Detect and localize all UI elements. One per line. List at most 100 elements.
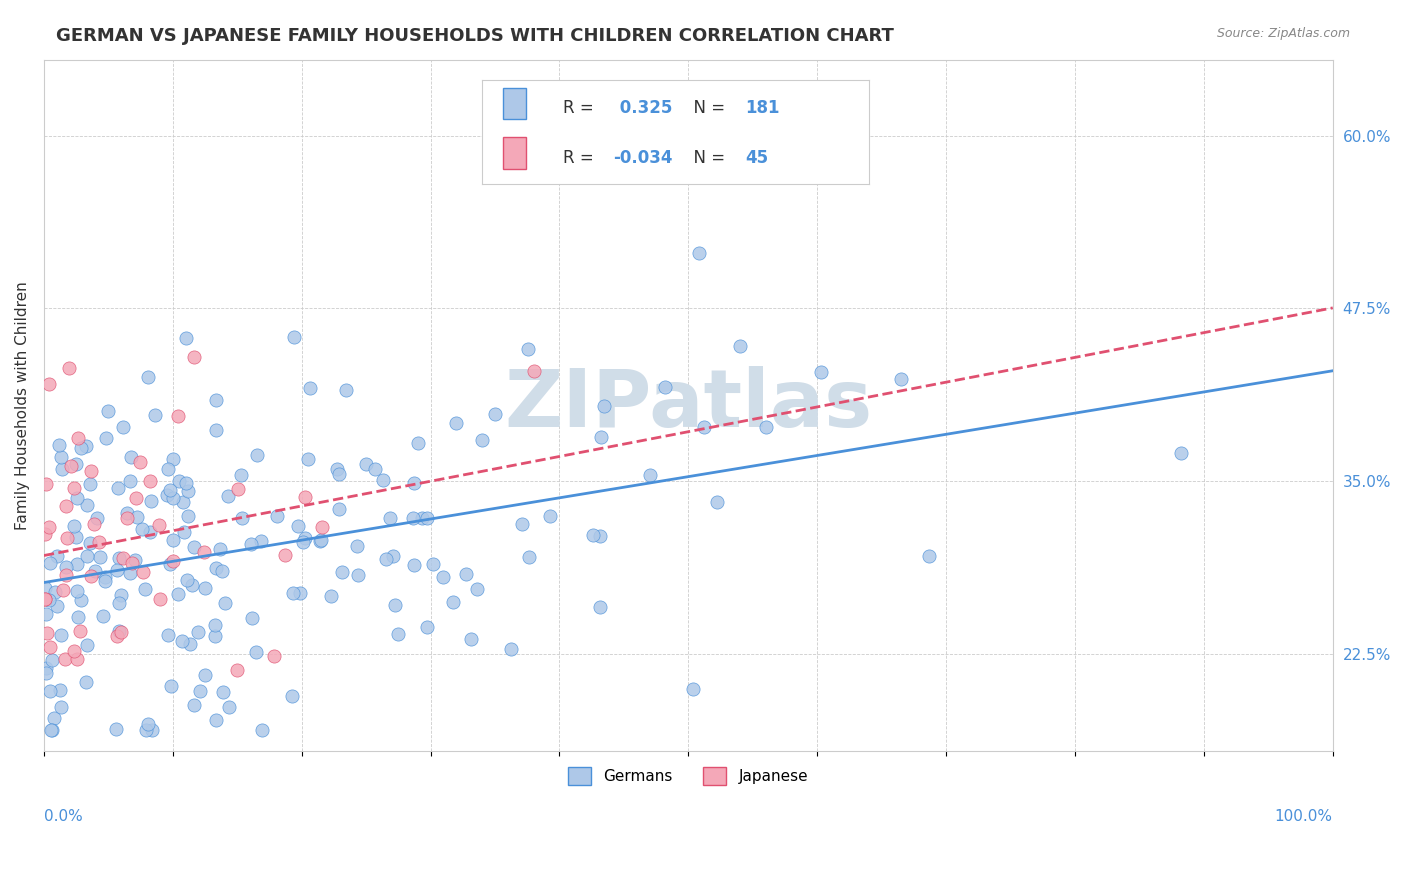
Germans [375,552,398,566]
Germans [51,461,73,475]
Germans [108,550,131,565]
Japanese [162,553,184,567]
Japanese [34,526,56,541]
Germans [402,510,425,524]
Germans [465,582,488,596]
Japanese [148,517,170,532]
Germans [204,392,226,407]
Germans [194,667,217,681]
Germans [141,723,163,737]
Germans [382,549,405,563]
Germans [39,723,62,737]
Germans [45,549,67,563]
Japanese [62,481,84,495]
Germans [127,509,149,524]
Germans [460,632,482,647]
Germans [755,420,778,434]
Germans [810,365,832,379]
Germans [682,681,704,696]
Germans [246,448,269,462]
Japanese [38,376,60,391]
Germans [48,438,70,452]
Germans [211,564,233,578]
Germans [364,462,387,476]
Germans [287,518,309,533]
Germans [162,452,184,467]
Japanese [121,556,143,570]
Japanese [523,364,546,378]
Text: ZIPatlas: ZIPatlas [505,367,873,444]
Japanese [79,569,101,583]
Germans [66,557,89,571]
Germans [299,381,322,395]
Text: GERMAN VS JAPANESE FAMILY HOUSEHOLDS WITH CHILDREN CORRELATION CHART: GERMAN VS JAPANESE FAMILY HOUSEHOLDS WIT… [56,27,894,45]
Germans [94,431,117,445]
Germans [166,587,188,601]
Japanese [67,431,90,445]
Japanese [105,629,128,643]
Germans [204,618,226,632]
Germans [159,557,181,571]
Germans [65,530,87,544]
Germans [177,484,200,499]
Japanese [38,519,60,533]
Germans [157,462,180,476]
Japanese [129,454,152,468]
Japanese [125,491,148,505]
Germans [177,509,200,524]
Germans [93,574,115,589]
Germans [582,528,605,542]
Germans [136,369,159,384]
Germans [384,598,406,612]
Germans [1170,446,1192,460]
Germans [214,596,236,610]
Japanese [83,517,105,532]
Germans [34,661,56,675]
Germans [231,510,253,524]
Japanese [115,510,138,524]
Japanese [149,592,172,607]
Germans [69,593,91,607]
Germans [205,560,228,574]
Germans [190,684,212,698]
Germans [120,450,142,465]
Germans [205,713,228,727]
Germans [328,502,350,516]
Germans [76,638,98,652]
Germans [245,645,267,659]
Germans [187,625,209,640]
Germans [309,533,332,547]
Japanese [273,548,295,562]
Germans [35,607,58,622]
Germans [176,574,198,588]
Japanese [56,531,79,545]
Germans [591,430,613,444]
Germans [173,495,195,509]
Germans [159,483,181,498]
Germans [107,481,129,495]
Germans [415,511,437,525]
Japanese [69,624,91,638]
Germans [229,468,252,483]
Germans [326,462,349,476]
Germans [250,723,273,737]
Germans [330,565,353,579]
Germans [378,511,401,525]
Germans [176,331,198,345]
Germans [91,609,114,624]
Germans [86,510,108,524]
Germans [110,588,132,602]
Germans [124,553,146,567]
Japanese [183,351,205,365]
Germans [49,450,72,464]
Germans [319,589,342,603]
Germans [589,599,612,614]
Germans [38,684,60,698]
Germans [35,665,58,680]
Germans [115,506,138,520]
Germans [918,549,941,564]
Germans [70,441,93,455]
Text: 0.0%: 0.0% [44,809,83,824]
Germans [309,533,332,548]
Germans [75,439,97,453]
